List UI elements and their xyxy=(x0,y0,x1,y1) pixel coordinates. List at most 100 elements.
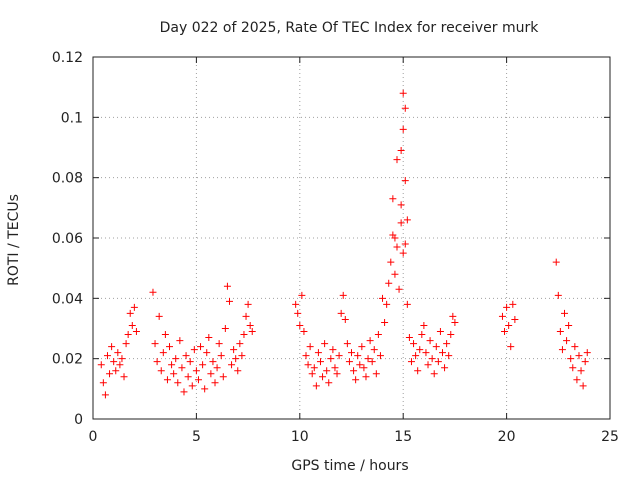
data-point xyxy=(370,346,378,354)
data-point xyxy=(126,309,134,317)
data-point xyxy=(323,367,331,375)
data-point xyxy=(163,376,171,384)
data-point xyxy=(407,358,415,366)
data-point xyxy=(401,240,409,248)
data-point xyxy=(178,364,186,372)
data-point xyxy=(203,349,211,357)
data-point xyxy=(331,364,339,372)
y-tick-label: 0.1 xyxy=(61,110,83,126)
data-point xyxy=(188,382,196,390)
data-point xyxy=(333,370,341,378)
data-point xyxy=(379,294,387,302)
data-point xyxy=(234,367,242,375)
data-point xyxy=(374,331,382,339)
y-tick-label: 0.06 xyxy=(52,231,83,247)
data-point xyxy=(304,361,312,369)
data-point xyxy=(180,388,188,396)
data-point xyxy=(244,300,252,308)
data-point xyxy=(554,291,562,299)
data-point xyxy=(356,361,364,369)
x-tick-label: 10 xyxy=(291,429,309,445)
data-point xyxy=(341,315,349,323)
data-point xyxy=(575,352,583,360)
data-point xyxy=(101,391,109,399)
data-point xyxy=(242,312,250,320)
data-point xyxy=(192,367,200,375)
data-point xyxy=(345,358,353,366)
data-point xyxy=(449,312,457,320)
data-point xyxy=(451,318,459,326)
data-point xyxy=(354,352,362,360)
y-axis-title: ROTI / TECUs xyxy=(6,194,22,286)
data-point xyxy=(211,379,219,387)
data-point xyxy=(432,343,440,351)
data-point xyxy=(103,352,111,360)
data-point xyxy=(292,300,300,308)
data-point xyxy=(387,258,395,266)
y-tick-label: 0.12 xyxy=(52,50,83,66)
data-point xyxy=(118,355,126,363)
data-point xyxy=(240,331,248,339)
data-point xyxy=(397,147,405,155)
data-point xyxy=(116,361,124,369)
data-point xyxy=(393,243,401,251)
data-point xyxy=(182,352,190,360)
data-point xyxy=(190,346,198,354)
data-point xyxy=(248,328,256,336)
data-point xyxy=(298,291,306,299)
data-point xyxy=(246,321,254,329)
data-point xyxy=(503,303,511,311)
x-tick-label: 0 xyxy=(89,429,98,445)
data-point xyxy=(319,373,327,381)
data-point xyxy=(424,361,432,369)
data-point xyxy=(194,376,202,384)
data-point xyxy=(571,343,579,351)
data-point xyxy=(360,364,368,372)
x-axis-title: GPS time / hours xyxy=(291,458,408,474)
data-point xyxy=(238,352,246,360)
data-point xyxy=(410,340,418,348)
data-point xyxy=(428,355,436,363)
data-point xyxy=(99,379,107,387)
data-point xyxy=(438,349,446,357)
data-point xyxy=(232,355,240,363)
y-tick-label: 0.04 xyxy=(52,291,83,307)
data-point xyxy=(236,340,244,348)
data-point xyxy=(201,385,209,393)
data-point xyxy=(581,358,589,366)
data-point xyxy=(155,312,163,320)
data-point xyxy=(128,321,136,329)
data-point xyxy=(418,331,426,339)
data-point xyxy=(567,355,575,363)
data-point xyxy=(302,352,310,360)
y-tick-label: 0.02 xyxy=(52,352,83,368)
data-point xyxy=(199,361,207,369)
axis-ticks xyxy=(92,56,611,420)
data-point xyxy=(300,328,308,336)
data-point xyxy=(397,219,405,227)
data-point xyxy=(329,346,337,354)
data-point xyxy=(217,352,225,360)
data-point xyxy=(511,315,519,323)
data-point xyxy=(509,300,517,308)
data-point xyxy=(97,361,105,369)
data-point xyxy=(159,349,167,357)
data-point xyxy=(335,352,343,360)
data-point xyxy=(213,364,221,372)
data-point xyxy=(383,300,391,308)
data-point xyxy=(358,343,366,351)
data-point xyxy=(556,328,564,336)
data-point xyxy=(168,361,176,369)
data-point xyxy=(228,361,236,369)
data-point xyxy=(312,382,320,390)
data-point xyxy=(122,340,130,348)
data-point xyxy=(385,279,393,287)
data-point xyxy=(441,364,449,372)
data-point xyxy=(579,382,587,390)
data-point xyxy=(391,270,399,278)
data-point xyxy=(366,337,374,345)
grid-lines xyxy=(93,57,610,419)
data-point xyxy=(223,282,231,290)
data-point xyxy=(447,331,455,339)
